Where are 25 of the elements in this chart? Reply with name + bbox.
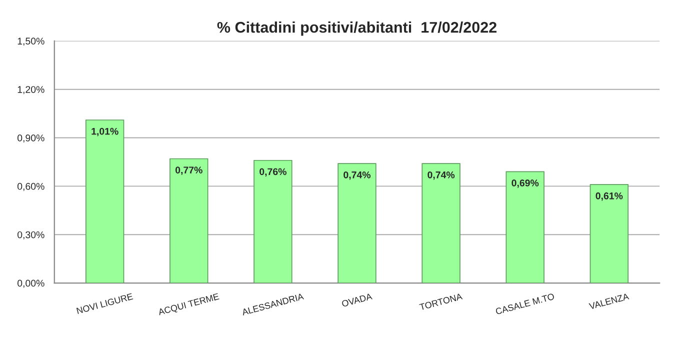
data-label: 0,77% [175,166,202,175]
data-label: 0,74% [428,171,455,180]
data-label: 0,69% [512,180,539,188]
bar [422,163,460,284]
bar [338,163,376,284]
bar [170,158,208,284]
data-label: 0,76% [260,168,286,177]
data-label: 1,01% [92,128,118,136]
y-tick-label: 0,30% [17,231,44,240]
x-tick-label: CASALE M.TO [495,293,555,315]
x-tick-label: OVADA [341,292,373,308]
y-tick-label: 0,00% [17,280,44,288]
data-label: 0,61% [596,192,623,201]
bar [254,160,292,284]
y-tick-label: 1,50% [18,38,44,46]
x-tick-label: ACQUI TERME [158,293,220,317]
data-label: 0,74% [344,171,371,180]
chart-title: % Cittadini positivi/abitanti 17/02/2022 [217,22,496,36]
y-tick-label: 1,20% [18,86,44,94]
y-tick-label: 0,60% [17,182,44,191]
x-tick-label: NOVI LIGURE [76,293,134,314]
bar [590,184,628,284]
bar [506,171,544,284]
y-tick-label: 0,90% [17,134,44,143]
bar [86,120,124,284]
